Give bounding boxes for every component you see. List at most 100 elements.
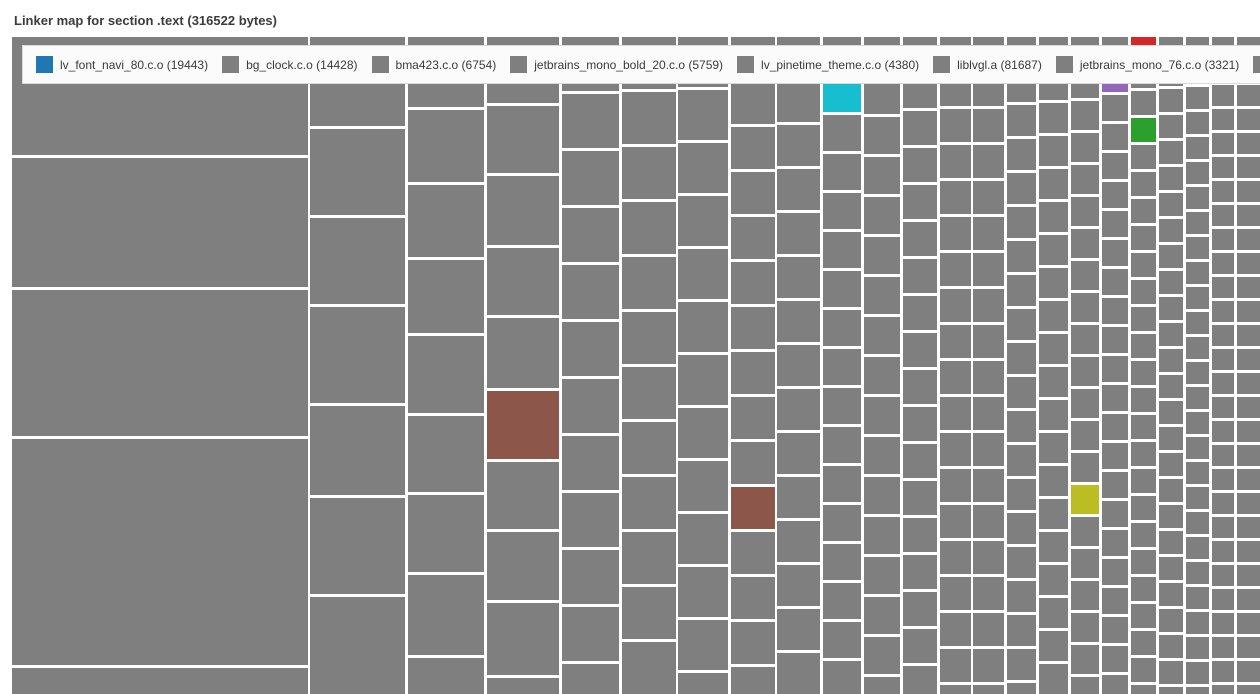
treemap-cell	[678, 143, 728, 193]
treemap-cell	[1102, 124, 1128, 150]
treemap-cell	[1186, 412, 1209, 434]
treemap-cell	[678, 461, 728, 511]
treemap-cell	[1159, 297, 1183, 320]
treemap-cell	[12, 668, 308, 694]
treemap-cell	[1186, 687, 1209, 694]
treemap-cell	[678, 355, 728, 405]
treemap-cell	[562, 664, 619, 694]
treemap-cell	[1039, 367, 1068, 397]
treemap-cell	[973, 613, 1004, 646]
treemap-cell	[940, 613, 971, 646]
treemap-cell	[973, 577, 1004, 610]
treemap-cell	[1131, 631, 1156, 655]
treemap-cell	[1237, 613, 1260, 634]
treemap-cell	[310, 498, 405, 594]
treemap-cell	[864, 397, 900, 434]
treemap-cell	[1071, 613, 1099, 642]
treemap-cell	[1039, 268, 1068, 298]
treemap-cell	[1186, 137, 1209, 159]
treemap-cell	[1186, 212, 1209, 234]
treemap-cell	[1237, 637, 1260, 658]
treemap-cell	[777, 609, 820, 650]
treemap-cell	[1102, 385, 1128, 411]
treemap-cell	[1007, 615, 1036, 646]
treemap-cell	[1071, 645, 1099, 674]
treemap-cell	[1159, 505, 1183, 528]
treemap-cell	[1071, 261, 1099, 290]
treemap-cell	[823, 544, 861, 580]
treemap-cell	[1186, 362, 1209, 384]
treemap-cell	[487, 176, 559, 245]
treemap-cell	[1131, 550, 1156, 574]
treemap-cell	[777, 653, 820, 694]
treemap-cell	[622, 312, 676, 364]
treemap-cell	[1237, 421, 1260, 442]
legend-label: lv_pinetime_theme.c.o (4380)	[761, 57, 920, 72]
treemap-cell	[903, 185, 937, 219]
treemap-cell	[940, 109, 971, 142]
treemap-cell	[940, 289, 971, 322]
treemap-cell	[562, 436, 619, 490]
treemap-cell	[678, 408, 728, 458]
treemap-cell	[940, 217, 971, 250]
treemap-cell	[678, 196, 728, 246]
treemap-cell	[1131, 523, 1156, 547]
treemap-cell	[777, 125, 820, 166]
treemap-cell	[731, 217, 775, 259]
treemap-cell	[310, 218, 405, 304]
treemap-cell	[1102, 327, 1128, 353]
treemap-cell	[1159, 271, 1183, 294]
treemap-cell	[1102, 269, 1128, 295]
treemap-cell	[562, 493, 619, 547]
treemap-cell	[1131, 280, 1156, 304]
treemap-cell	[1007, 241, 1036, 272]
treemap-cell	[1039, 103, 1068, 133]
treemap-cell	[1007, 479, 1036, 510]
treemap-cell	[1131, 577, 1156, 601]
treemap-cell	[823, 388, 861, 424]
treemap-cell	[1102, 240, 1128, 266]
treemap-cell	[1131, 172, 1156, 196]
legend-item	[1253, 56, 1260, 73]
treemap-cell	[777, 301, 820, 342]
treemap-cell	[973, 325, 1004, 358]
treemap-cell	[1186, 637, 1209, 659]
treemap-cell	[903, 481, 937, 515]
treemap-cell	[940, 469, 971, 502]
treemap-cell	[973, 505, 1004, 538]
treemap-cell	[1212, 181, 1234, 202]
treemap-cell	[1212, 277, 1234, 298]
treemap-cell	[487, 248, 559, 315]
treemap-cell	[973, 469, 1004, 502]
treemap-cell	[1071, 165, 1099, 194]
treemap-cell	[823, 193, 861, 229]
treemap-cell	[1237, 469, 1260, 490]
treemap-cell	[1237, 157, 1260, 178]
treemap-cell	[903, 222, 937, 256]
treemap-cell	[1159, 219, 1183, 242]
treemap-cell	[903, 592, 937, 626]
treemap-cell	[1212, 325, 1234, 346]
treemap-cell	[622, 257, 676, 309]
treemap-cell	[864, 357, 900, 394]
treemap-cell	[1237, 445, 1260, 466]
treemap-cell	[1212, 469, 1234, 490]
treemap-cell	[903, 111, 937, 145]
treemap-cell	[1039, 598, 1068, 628]
treemap-cell	[1237, 85, 1260, 106]
treemap-cell	[940, 181, 971, 214]
treemap-cell	[12, 290, 308, 436]
treemap-cell	[408, 336, 484, 413]
treemap-cell	[1237, 325, 1260, 346]
treemap-cell	[562, 607, 619, 661]
treemap-cell	[1039, 235, 1068, 265]
treemap-cell	[903, 555, 937, 589]
treemap-cell	[903, 296, 937, 330]
treemap-cell	[408, 110, 484, 182]
page-title: Linker map for section .text (316522 byt…	[14, 13, 277, 28]
treemap-cell	[1237, 589, 1260, 610]
treemap-cell	[823, 154, 861, 190]
treemap-cell	[678, 514, 728, 564]
treemap-cell	[1039, 136, 1068, 166]
treemap-cell	[562, 208, 619, 262]
